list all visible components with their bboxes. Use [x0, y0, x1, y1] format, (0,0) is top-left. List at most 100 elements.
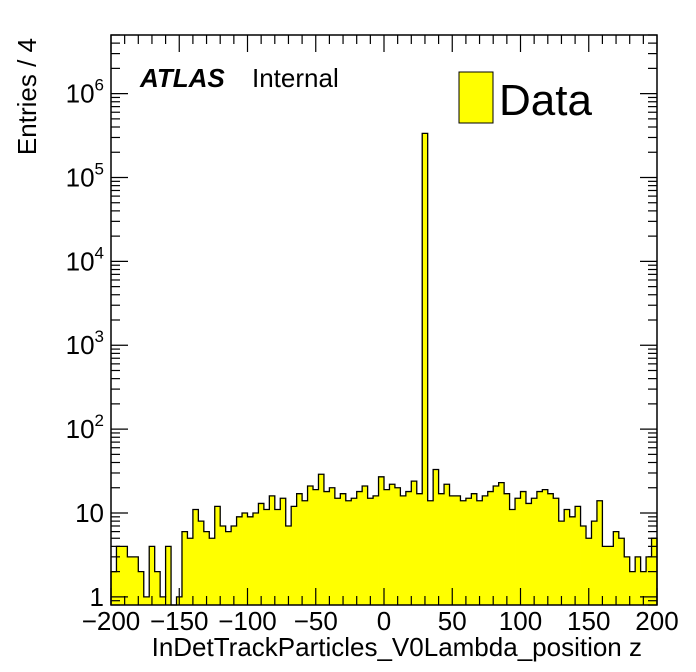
- histogram-bin: [542, 489, 549, 605]
- histogram-bin: [389, 484, 396, 605]
- histogram-bin: [613, 531, 620, 605]
- histogram-bin: [269, 495, 276, 605]
- histogram-bin: [231, 525, 237, 605]
- histogram-bin: [564, 509, 571, 605]
- y-tick-labels: 1 10 102 103 104 105 106: [66, 76, 104, 612]
- histogram-bin: [580, 525, 587, 605]
- histogram-bin: [394, 487, 401, 605]
- x-tick-label: −200: [82, 606, 141, 636]
- histogram-bin: [476, 500, 483, 605]
- histogram-bin: [247, 516, 254, 605]
- histogram-bin: [258, 503, 265, 605]
- x-tick-label: 50: [438, 606, 467, 636]
- histogram-bin: [367, 498, 374, 605]
- atlas-label: ATLAS: [139, 63, 225, 93]
- x-tick-label: 0: [377, 606, 391, 636]
- histogram-bin: [482, 495, 489, 605]
- histogram-bin: [132, 556, 139, 605]
- histogram-bin: [280, 498, 287, 605]
- histogram-bin: [127, 556, 134, 605]
- histogram-bin: [181, 531, 188, 605]
- axis-ticks: [110, 34, 658, 606]
- histogram-bin: [263, 509, 270, 605]
- histogram-bars: [110, 132, 658, 606]
- histogram-bin: [629, 571, 636, 605]
- histogram-bin: [422, 133, 429, 605]
- histogram-bin: [345, 500, 352, 605]
- histogram-bin: [586, 538, 592, 605]
- y-tick-label: 10: [75, 498, 104, 528]
- histogram-bin: [116, 546, 123, 605]
- histogram-bin: [318, 474, 325, 605]
- x-tick-label: −50: [294, 606, 338, 636]
- histogram-bin: [525, 503, 532, 605]
- y-tick-label: 104: [66, 243, 104, 276]
- histogram-bin: [220, 525, 227, 605]
- histogram-bin: [198, 521, 205, 605]
- histogram-bin: [334, 498, 341, 605]
- x-tick-label: −100: [218, 606, 277, 636]
- histogram-bin: [351, 498, 358, 605]
- histogram-bin: [313, 489, 319, 605]
- histogram-bin: [274, 509, 281, 605]
- histogram-bin: [536, 491, 543, 605]
- histogram-bin: [471, 493, 478, 605]
- histogram-bin: [329, 487, 336, 605]
- histogram-bin: [111, 571, 117, 605]
- histogram-bin: [553, 498, 560, 605]
- histogram-bin: [438, 493, 445, 605]
- histogram-bin: [618, 538, 625, 605]
- x-tick-label: 200: [635, 606, 678, 636]
- histogram-bin: [493, 485, 500, 605]
- histogram-bin: [143, 596, 150, 605]
- histogram-bin: [498, 482, 505, 605]
- histogram-bin: [160, 596, 166, 605]
- y-tick-label: 106: [66, 76, 104, 109]
- histogram-bin: [509, 509, 516, 605]
- histogram-bin: [362, 485, 369, 605]
- histogram-bin: [411, 481, 418, 605]
- histogram-bin: [192, 509, 199, 605]
- histogram-bin: [154, 571, 161, 605]
- histogram-bin: [607, 546, 614, 605]
- x-tick-labels: −200 −150 −100 −50 0 50 100 150 200: [82, 606, 679, 636]
- histogram-bin: [427, 500, 434, 605]
- histogram-bin: [236, 516, 243, 605]
- legend-entry-data: Data: [499, 76, 592, 125]
- histogram-bin: [165, 546, 172, 605]
- histogram-bin: [373, 495, 379, 605]
- y-tick-label: 1: [90, 582, 104, 612]
- histogram-bin: [465, 498, 472, 605]
- histogram-outline: [110, 132, 658, 606]
- histogram-bin: [433, 469, 439, 605]
- histogram-bin: [487, 491, 494, 605]
- y-tick-label: 105: [66, 160, 104, 193]
- histogram-bin: [400, 495, 407, 605]
- histogram-bin: [520, 491, 527, 605]
- histogram-bin: [444, 484, 450, 605]
- histogram-bin: [624, 556, 631, 605]
- histogram-bin: [138, 571, 145, 605]
- histogram-bin: [646, 556, 652, 605]
- histogram-bin: [378, 476, 385, 605]
- legend-swatch: [458, 71, 494, 124]
- histogram-bin: [454, 495, 461, 605]
- histogram-bin: [214, 506, 221, 605]
- histogram-bin: [187, 538, 194, 605]
- histogram-bin: [209, 538, 216, 605]
- histogram-bin: [296, 493, 303, 605]
- histogram-bin: [591, 521, 598, 605]
- histogram-bin: [225, 531, 232, 605]
- histogram-bin: [635, 556, 642, 605]
- histogram-bin: [596, 500, 603, 605]
- x-tick-label: 100: [499, 606, 542, 636]
- histogram-bin: [242, 512, 248, 605]
- histogram-bin: [302, 500, 308, 605]
- histogram-bin: [384, 489, 390, 605]
- histogram-bin: [340, 493, 347, 605]
- histogram-bin: [405, 491, 412, 605]
- x-axis-title: InDetTrackParticles_V0Lambda_position z: [152, 632, 642, 662]
- histogram-bin: [149, 546, 156, 605]
- histogram-bin: [356, 491, 363, 605]
